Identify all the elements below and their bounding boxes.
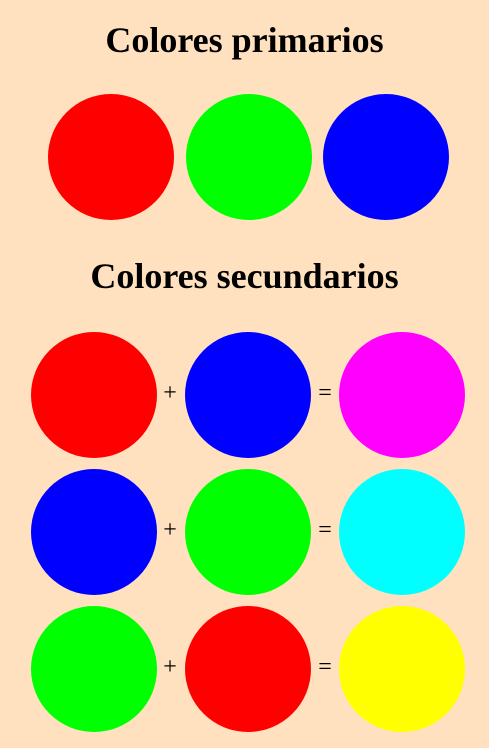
primary-circle-blue [323,94,449,220]
plus-sign: + [163,654,177,680]
mix-row-1-operand-b [185,332,311,458]
plus-sign: + [163,517,177,543]
equals-sign: = [318,517,332,543]
secondary-colors-heading: Colores secundarios [90,256,399,296]
mix-row-1-operand-a [31,332,157,458]
primary-circle-green [186,94,312,220]
mix-row-2-result [339,469,465,595]
mix-row-2-operand-a [31,469,157,595]
primary-circle-red [48,94,174,220]
mix-row-3-result [339,606,465,732]
mix-row-3-operand-b [185,606,311,732]
mix-row-3-operand-a [31,606,157,732]
plus-sign: + [163,380,177,406]
equals-sign: = [318,654,332,680]
mix-row-1-result [339,332,465,458]
primary-colors-heading: Colores primarios [105,20,384,60]
equals-sign: = [318,380,332,406]
mix-row-2-operand-b [185,469,311,595]
